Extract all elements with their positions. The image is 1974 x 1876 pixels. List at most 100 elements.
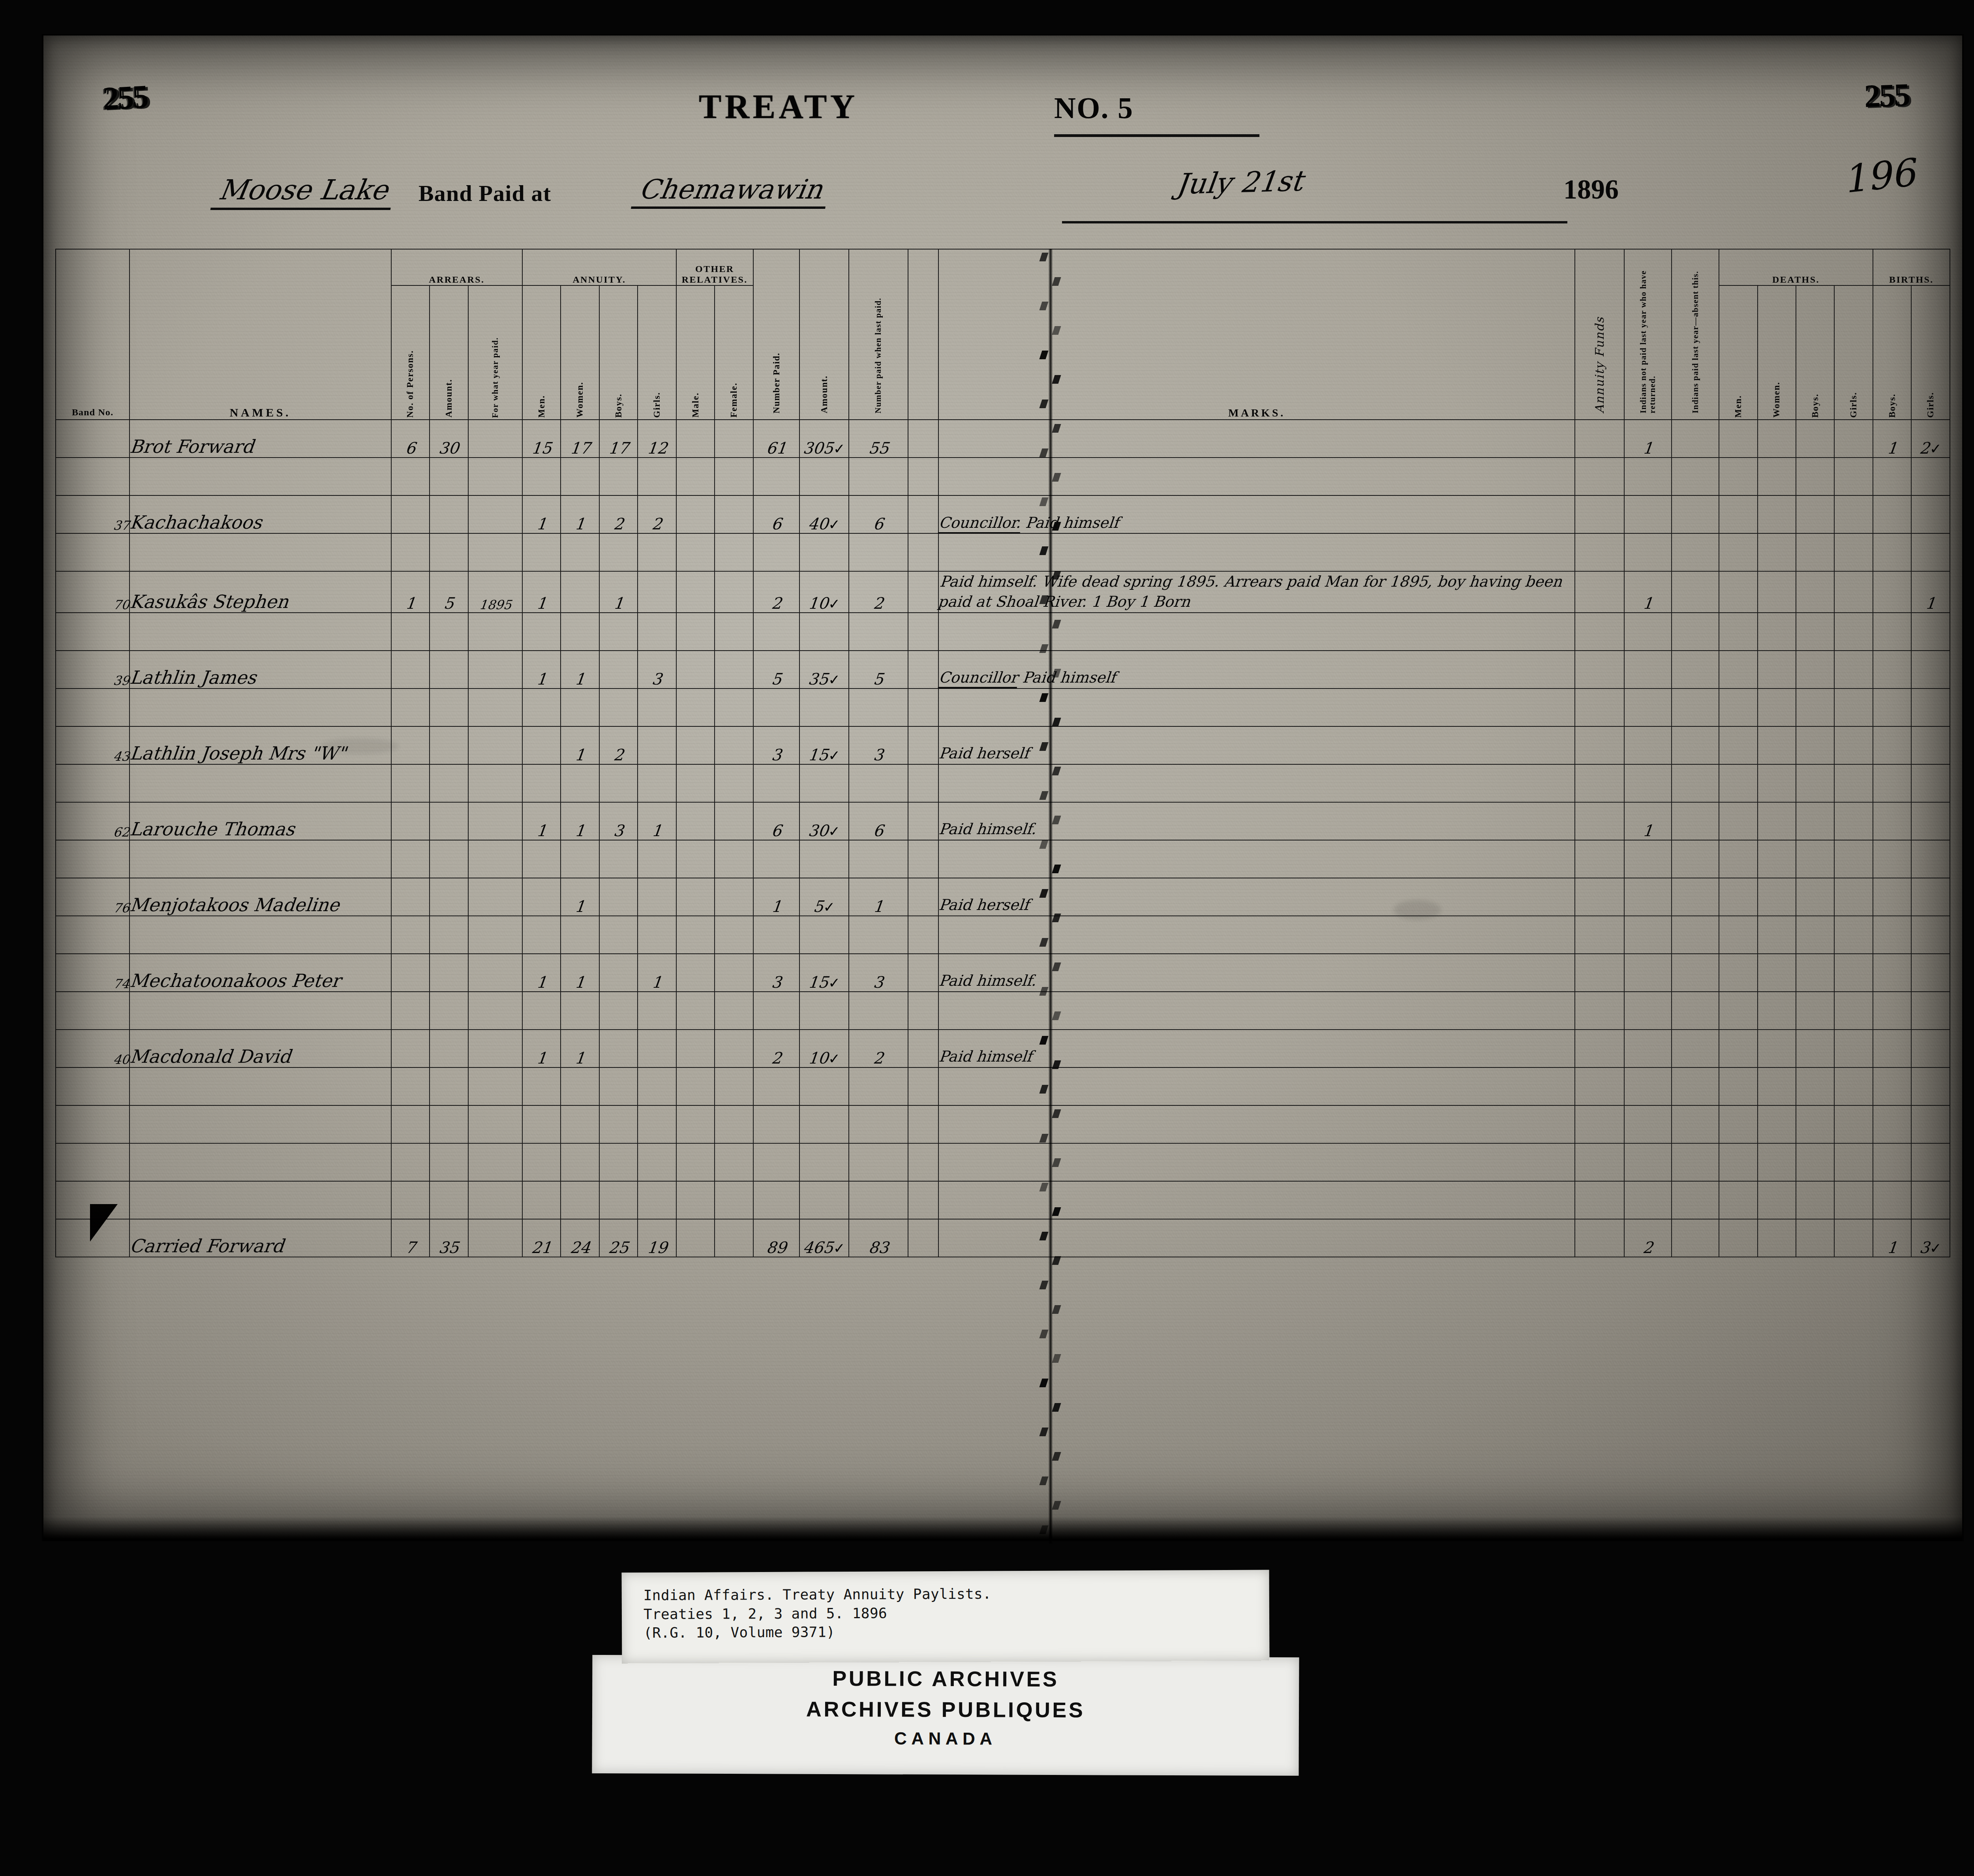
table-row-spacer xyxy=(56,1067,1950,1105)
empty-cell xyxy=(849,1181,908,1219)
row-amount: 30✓ xyxy=(799,802,849,840)
empty-cell xyxy=(391,1067,430,1105)
empty-cell xyxy=(908,840,938,878)
row-gutter-cell xyxy=(908,420,938,458)
row-name: Lathlin Joseph Mrs "W" xyxy=(129,726,391,764)
table-row-blank xyxy=(56,1181,1950,1219)
empty-cell xyxy=(799,1105,849,1143)
empty-cell xyxy=(1911,840,1950,878)
empty-cell xyxy=(849,613,908,651)
table-row-spacer xyxy=(56,458,1950,495)
empty-cell xyxy=(1575,1067,1624,1105)
empty-cell xyxy=(468,1181,522,1219)
row-deaths-boys xyxy=(1796,802,1834,840)
empty-cell xyxy=(391,764,430,802)
empty-cell xyxy=(1873,458,1911,495)
empty-cell xyxy=(753,992,799,1030)
empty-cell xyxy=(1719,1143,1757,1181)
page-stamp-left: 255 xyxy=(102,78,148,117)
empty-cell xyxy=(1873,1181,1911,1219)
empty-cell xyxy=(908,688,938,726)
row-arrears-persons xyxy=(391,878,430,916)
total-deaths-women xyxy=(1758,1219,1796,1257)
table-row-blank xyxy=(56,1105,1950,1143)
empty-cell xyxy=(430,458,468,495)
row-births-boys xyxy=(1873,495,1911,533)
empty-cell xyxy=(908,916,938,954)
row-paid-last-absent xyxy=(1672,420,1719,458)
row-annuity-women: 1 xyxy=(561,802,599,840)
empty-cell xyxy=(676,840,715,878)
empty-cell xyxy=(753,1181,799,1219)
table-row: 74Mechatoonakoos Peter111315✓3Paid himse… xyxy=(56,954,1950,992)
row-arrears-amount xyxy=(430,726,468,764)
row-other-female xyxy=(715,571,753,613)
binding-stitch xyxy=(1052,1354,1061,1363)
header-deaths-girls: Girls. xyxy=(1834,285,1873,420)
row-band-no: 70 xyxy=(56,571,129,613)
microfilm-frame: 255 255 196 TREATY NO. 5 Moose Lake Band… xyxy=(0,0,1974,1876)
empty-cell xyxy=(430,613,468,651)
empty-cell xyxy=(468,688,522,726)
header-not-paid-returned xyxy=(1624,249,1672,420)
empty-cell xyxy=(430,992,468,1030)
empty-cell xyxy=(1624,916,1672,954)
row-paid-last-absent xyxy=(1672,954,1719,992)
row-deaths-girls xyxy=(1834,802,1873,840)
total-deaths-girls xyxy=(1834,1219,1873,1257)
archives-label: PUBLIC ARCHIVES ARCHIVES PUBLIQUES CANAD… xyxy=(592,1571,1327,1777)
row-arrears-persons xyxy=(391,726,430,764)
header-marks: MARKS. xyxy=(938,249,1575,420)
header-arrears-year: For what year paid. xyxy=(468,285,522,420)
empty-cell xyxy=(1719,613,1757,651)
empty-cell xyxy=(522,1181,561,1219)
row-annuity-funds xyxy=(1575,954,1624,992)
empty-cell xyxy=(1672,533,1719,571)
empty-cell xyxy=(129,840,391,878)
row-not-paid-returned xyxy=(1624,878,1672,916)
empty-cell xyxy=(753,533,799,571)
row-deaths-boys xyxy=(1796,726,1834,764)
empty-cell xyxy=(1796,458,1834,495)
row-annuity-women xyxy=(561,571,599,613)
total-arrears-persons: 7 xyxy=(391,1219,430,1257)
document-title: TREATY xyxy=(699,87,858,126)
total-number-paid: 89 xyxy=(753,1219,799,1257)
empty-cell xyxy=(430,1105,468,1143)
row-name: Brot Forward xyxy=(129,420,391,458)
empty-cell xyxy=(1911,458,1950,495)
header-paid-last-absent xyxy=(1672,249,1719,420)
table-row-blank xyxy=(56,1143,1950,1181)
empty-cell xyxy=(638,764,676,802)
row-number-paid-last: 6 xyxy=(849,802,908,840)
empty-cell xyxy=(1834,458,1873,495)
row-annuity-women: 17 xyxy=(561,420,599,458)
row-paid-last-absent xyxy=(1672,651,1719,688)
empty-cell xyxy=(638,1105,676,1143)
empty-cell xyxy=(56,1105,129,1143)
header-deaths-women: Women. xyxy=(1758,285,1796,420)
row-not-paid-returned xyxy=(1624,651,1672,688)
empty-cell xyxy=(1796,916,1834,954)
row-number-paid: 6 xyxy=(753,495,799,533)
empty-cell xyxy=(799,992,849,1030)
row-other-female xyxy=(715,954,753,992)
empty-cell xyxy=(938,533,1575,571)
row-band-no: 40 xyxy=(56,1030,129,1067)
row-annuity-funds xyxy=(1575,878,1624,916)
total-name: Carried Forward xyxy=(129,1219,391,1257)
empty-cell xyxy=(799,533,849,571)
row-births-girls xyxy=(1911,495,1950,533)
header-deaths-group: DEATHS. xyxy=(1719,249,1873,285)
empty-cell xyxy=(391,1105,430,1143)
empty-cell xyxy=(1575,688,1624,726)
empty-cell xyxy=(599,533,638,571)
row-paid-last-absent xyxy=(1672,726,1719,764)
empty-cell xyxy=(676,1143,715,1181)
empty-cell xyxy=(1758,1067,1796,1105)
empty-cell xyxy=(599,1143,638,1181)
empty-cell xyxy=(908,533,938,571)
empty-cell xyxy=(56,458,129,495)
row-arrears-persons xyxy=(391,651,430,688)
row-deaths-men xyxy=(1719,651,1757,688)
